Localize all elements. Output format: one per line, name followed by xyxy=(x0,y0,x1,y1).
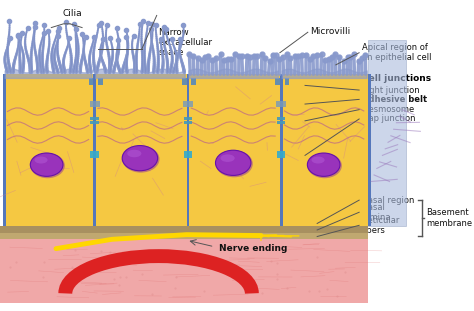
Bar xyxy=(275,78,280,86)
Bar xyxy=(184,117,192,120)
Text: Basement
membrane: Basement membrane xyxy=(426,208,473,228)
Bar xyxy=(368,40,406,226)
Bar xyxy=(183,101,193,107)
Ellipse shape xyxy=(311,156,325,164)
Ellipse shape xyxy=(216,150,251,175)
Bar xyxy=(91,151,99,158)
Text: Basal region: Basal region xyxy=(362,196,414,205)
Bar xyxy=(93,74,96,226)
Bar xyxy=(0,232,368,239)
Bar xyxy=(187,74,280,226)
Ellipse shape xyxy=(307,153,340,176)
Text: Basal
lamina: Basal lamina xyxy=(362,202,391,222)
Bar xyxy=(182,78,187,86)
Bar xyxy=(368,74,371,226)
Bar xyxy=(0,235,368,303)
Bar xyxy=(284,78,289,86)
Ellipse shape xyxy=(220,154,235,162)
Ellipse shape xyxy=(30,153,65,178)
Bar xyxy=(276,101,286,107)
Bar xyxy=(91,121,99,124)
Text: Reticular
fibers: Reticular fibers xyxy=(362,216,399,235)
Bar xyxy=(90,101,100,107)
Text: Apical region of
an epithelial cell: Apical region of an epithelial cell xyxy=(362,43,431,63)
Text: Cell junctions: Cell junctions xyxy=(362,74,431,83)
Bar xyxy=(0,226,368,233)
Bar xyxy=(91,117,99,120)
Ellipse shape xyxy=(122,146,158,171)
Ellipse shape xyxy=(35,156,47,164)
Bar xyxy=(191,78,196,86)
Text: Cilia: Cilia xyxy=(63,9,82,18)
Ellipse shape xyxy=(307,153,342,178)
Ellipse shape xyxy=(122,146,160,173)
Bar xyxy=(277,121,285,124)
Bar xyxy=(89,78,93,86)
Text: Gap junction: Gap junction xyxy=(362,114,415,123)
Bar xyxy=(3,74,93,226)
Bar xyxy=(280,74,283,226)
Bar xyxy=(187,74,189,226)
Bar xyxy=(277,117,285,120)
Bar xyxy=(280,74,368,226)
Bar xyxy=(3,74,6,226)
Ellipse shape xyxy=(216,150,253,177)
Bar xyxy=(98,78,102,86)
Text: Tight junction: Tight junction xyxy=(362,86,419,95)
Bar xyxy=(93,74,187,226)
Bar xyxy=(184,151,192,158)
Text: Narrow
extracellular
space: Narrow extracellular space xyxy=(159,28,212,57)
Text: Desmosome: Desmosome xyxy=(362,105,414,114)
Bar xyxy=(277,151,285,158)
Text: Nerve ending: Nerve ending xyxy=(219,244,288,253)
Ellipse shape xyxy=(30,153,63,176)
Text: Microvilli: Microvilli xyxy=(310,27,351,36)
Ellipse shape xyxy=(127,150,141,157)
Text: Adhesive belt: Adhesive belt xyxy=(362,95,427,104)
Bar xyxy=(184,121,192,124)
